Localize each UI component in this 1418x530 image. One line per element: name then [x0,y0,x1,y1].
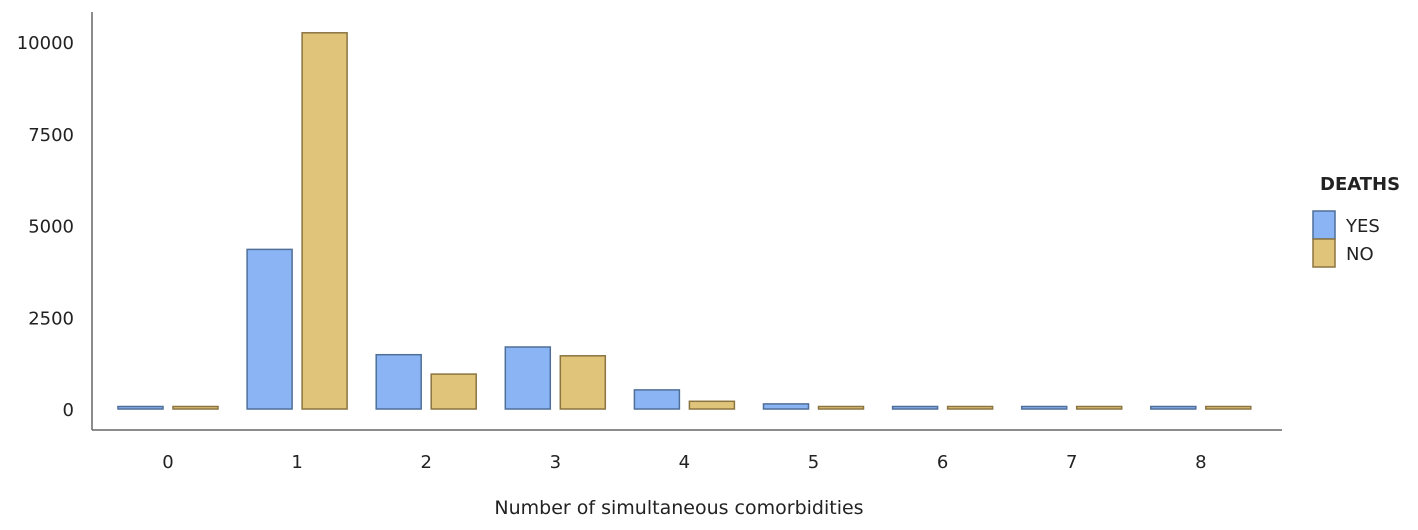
x-tick-label: 8 [1195,452,1206,473]
x-tick-label: 4 [679,452,690,473]
legend-items: YES NO [1312,210,1380,268]
y-tick-label: 2500 [28,308,74,329]
bar-no-8 [1205,405,1252,410]
bars-group [117,32,1252,410]
x-tick-label: 3 [550,452,561,473]
bar-yes-4 [633,389,681,410]
y-tick-label: 0 [63,400,74,421]
legend-label-yes: YES [1345,216,1380,237]
bar-no-6 [946,405,994,410]
bar-no-4 [688,400,736,410]
x-tick-label: 1 [291,452,302,473]
bar-yes-1 [246,248,293,410]
y-tick-label: 10000 [17,33,74,54]
bar-yes-6 [891,405,939,410]
bar-no-0 [172,405,219,410]
x-tick-label: 6 [937,452,948,473]
y-tick-labels: 0 2500 5000 7500 10000 [17,33,74,421]
x-tick-label: 5 [808,452,819,473]
bar-yes-2 [375,353,422,410]
legend-title: DEATHS [1320,174,1400,195]
bar-yes-0 [117,405,164,410]
x-tick-label: 2 [420,452,431,473]
legend-swatch-no [1312,238,1336,268]
x-tick-label: 0 [162,452,173,473]
legend: DEATHS YES NO [1312,174,1400,268]
bar-no-3 [559,355,607,410]
bar-yes-5 [762,403,810,410]
bar-yes-7 [1020,405,1068,410]
x-tick-labels: 0 1 2 3 4 5 6 7 8 [162,452,1206,473]
x-tick-label: 7 [1066,452,1077,473]
y-tick-label: 7500 [28,125,74,146]
bar-no-7 [1075,405,1123,410]
legend-label-no: NO [1346,244,1374,265]
y-tick-label: 5000 [28,217,74,238]
bar-no-2 [430,373,477,410]
bar-no-1 [301,32,348,410]
legend-swatch-yes [1312,210,1336,240]
bar-no-5 [817,405,865,410]
bar-yes-8 [1150,405,1197,410]
x-axis-title: Number of simultaneous comorbidities [494,497,863,519]
bar-yes-3 [504,346,552,410]
